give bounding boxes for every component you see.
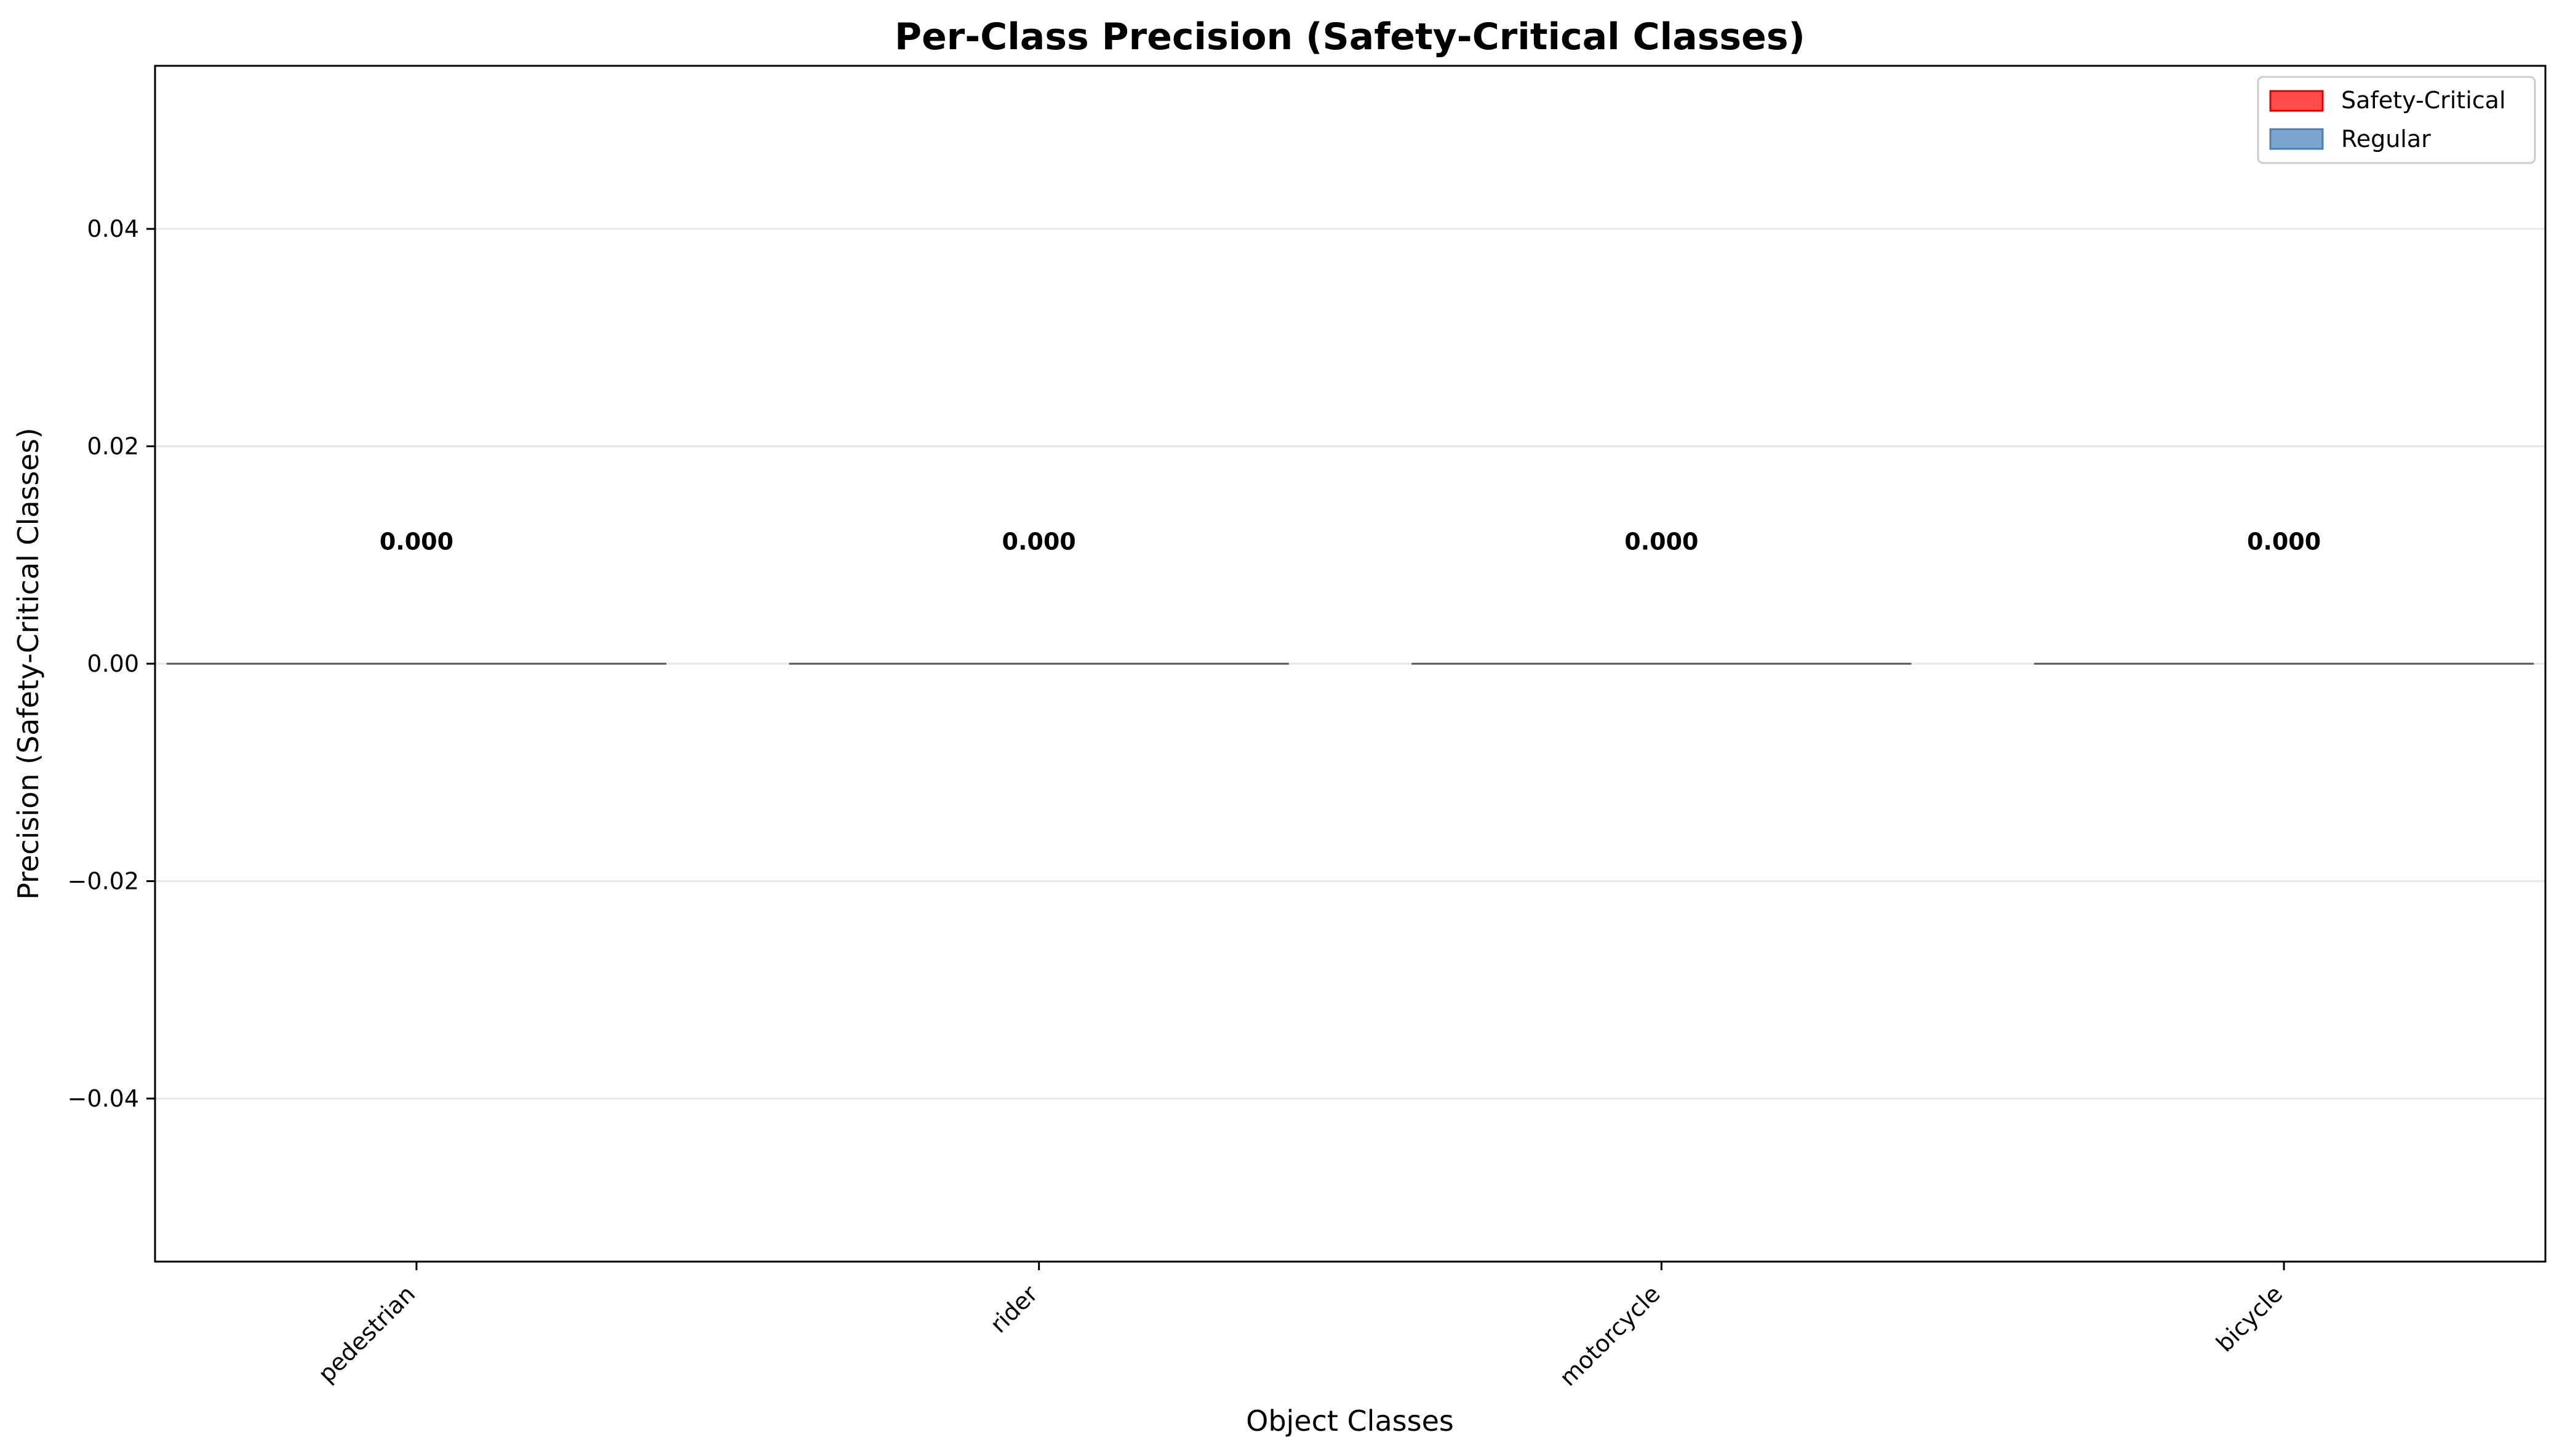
legend-box (2257, 76, 2536, 164)
data-label: 0.000 (380, 528, 453, 555)
legend: Safety-Critical Regular (2257, 76, 2536, 164)
y-tick-label: −0.02 (68, 867, 139, 894)
legend-label-regular: Regular (2341, 125, 2431, 153)
y-tick-label: 0.02 (87, 433, 139, 460)
y-tick-label: 0.00 (87, 650, 139, 677)
y-tick-label: −0.04 (68, 1085, 139, 1112)
data-label: 0.000 (1002, 528, 1076, 555)
data-label: 0.000 (2247, 528, 2321, 555)
y-axis-ticks: −0.04 −0.02 0.00 0.02 0.04 (68, 215, 155, 1112)
legend-swatch-regular (2269, 128, 2324, 150)
data-labels: 0.000 0.000 0.000 0.000 (380, 528, 2321, 555)
y-axis-label: Precision (Safety-Critical Classes) (12, 428, 45, 900)
legend-swatch-safety-critical (2269, 90, 2324, 112)
data-label: 0.000 (1624, 528, 1698, 555)
x-axis-label: Object Classes (1246, 1404, 1454, 1438)
legend-label-safety-critical: Safety-Critical (2341, 87, 2506, 114)
chart-title: Per-Class Precision (Safety-Critical Cla… (895, 15, 1805, 58)
y-tick-label: 0.04 (87, 215, 139, 242)
